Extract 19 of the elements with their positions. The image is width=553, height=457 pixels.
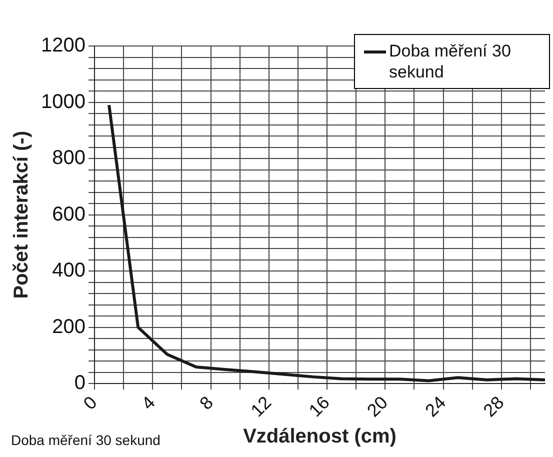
y-axis-title: Počet interakcí (-) (10, 130, 33, 299)
x-tick-label: 20 (363, 392, 392, 421)
x-tick-label: 28 (479, 392, 508, 421)
y-tick-label: 1000 (40, 90, 86, 113)
legend-label: Doba měření 30 sekund (389, 42, 511, 82)
y-tick-label: 1200 (40, 34, 86, 57)
x-tick-label: 12 (246, 392, 276, 421)
x-tick-label: 0 (80, 392, 101, 414)
y-tick-label: 800 (52, 147, 86, 170)
y-tick-label: 600 (52, 203, 86, 226)
text: Doba měření 30 sekund (11, 432, 160, 448)
x-tick-label: 8 (196, 392, 218, 414)
x-tick-label: 16 (305, 392, 334, 421)
y-tick-label: 400 (52, 260, 86, 282)
x-tick-label: 24 (421, 392, 450, 421)
x-tick-label: 4 (138, 392, 159, 414)
y-tick-label: 0 (74, 372, 86, 394)
y-tick-label: 200 (52, 316, 86, 338)
x-axis-title: Vzdálenost (cm) (243, 426, 396, 448)
